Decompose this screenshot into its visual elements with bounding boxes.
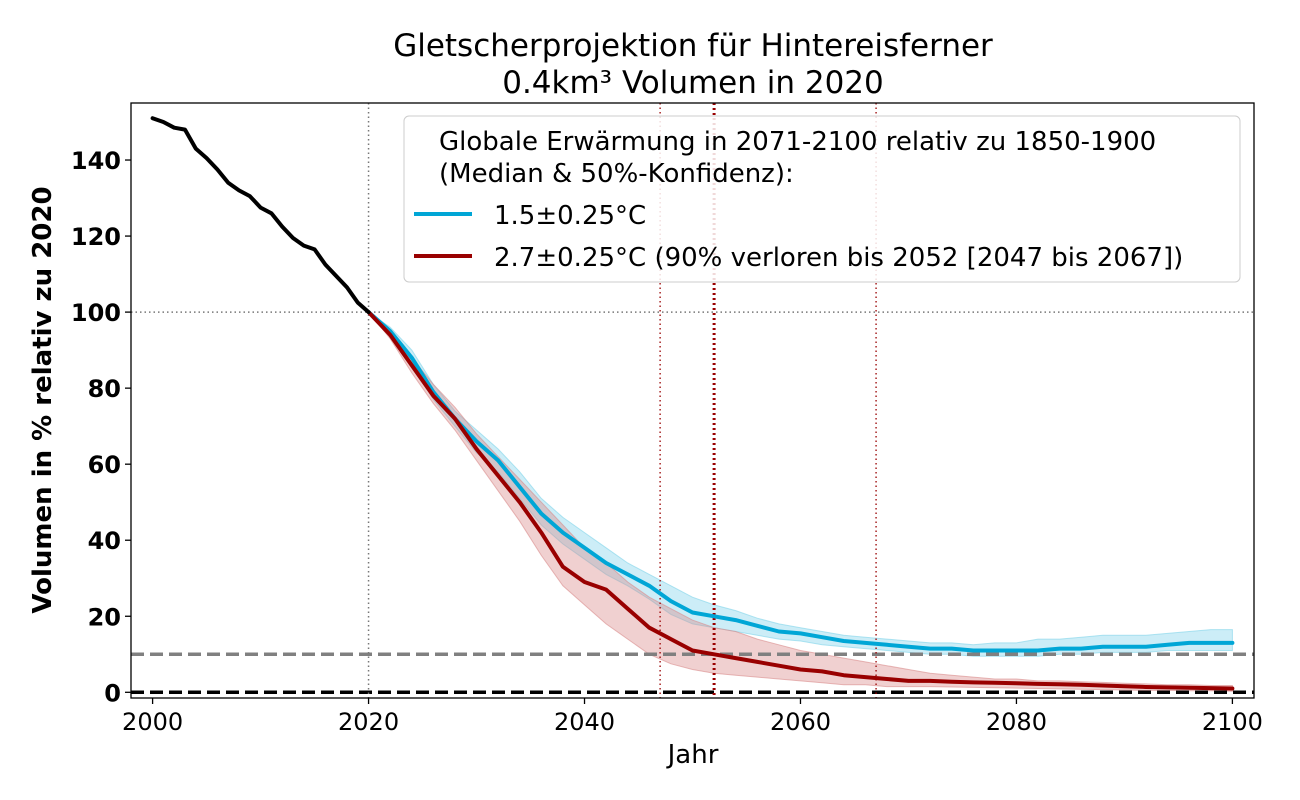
legend-box xyxy=(403,115,1241,283)
plot-frame xyxy=(130,102,1255,699)
legend: Globale Erwärmung in 2071-2100 relativ z… xyxy=(403,115,1241,283)
x-tick-label: 2080 xyxy=(986,708,1047,736)
y-tick-label: 40 xyxy=(88,527,121,555)
x-axis-ticks: 2000 2020 2040 2060 2080 2100 xyxy=(122,698,1263,736)
x-tick-label: 2040 xyxy=(554,708,615,736)
legend-label-1-5: 1.5±0.25°C xyxy=(494,201,646,231)
y-tick-label: 0 xyxy=(104,679,121,707)
legend-heading-line-2: (Median & 50%-Konfidenz): xyxy=(439,159,794,189)
x-tick-label: 2020 xyxy=(338,708,399,736)
series-line-2-7 xyxy=(366,310,1235,691)
y-tick-label: 20 xyxy=(88,603,121,631)
legend-heading-line-1: Globale Erwärmung in 2071-2100 relativ z… xyxy=(439,127,1156,157)
historical-line xyxy=(150,116,371,315)
legend-label-2-7: 2.7±0.25°C (90% verloren bis 2052 [2047 … xyxy=(494,243,1183,273)
x-tick-label: 2060 xyxy=(770,708,831,736)
y-tick-label: 140 xyxy=(71,147,121,175)
chart-title-line-2: 0.4km³ Volumen in 2020 xyxy=(502,65,884,101)
y-tick-label: 120 xyxy=(71,223,121,251)
y-tick-label: 80 xyxy=(88,375,121,403)
x-tick-label: 2000 xyxy=(122,708,183,736)
x-tick-label: 2100 xyxy=(1202,708,1263,736)
series-lines xyxy=(150,116,1235,691)
x-axis-label: Jahr xyxy=(666,740,719,770)
y-axis-label: Volumen in % relativ zu 2020 xyxy=(28,186,58,613)
y-axis-ticks: 0 20 40 60 80 100 120 140 xyxy=(71,147,131,707)
chart-title-line-1: Gletscherprojektion für Hintereisferner xyxy=(393,28,993,64)
y-tick-label: 100 xyxy=(71,299,121,327)
y-tick-label: 60 xyxy=(88,451,121,479)
series-line-1-5 xyxy=(366,310,1235,653)
